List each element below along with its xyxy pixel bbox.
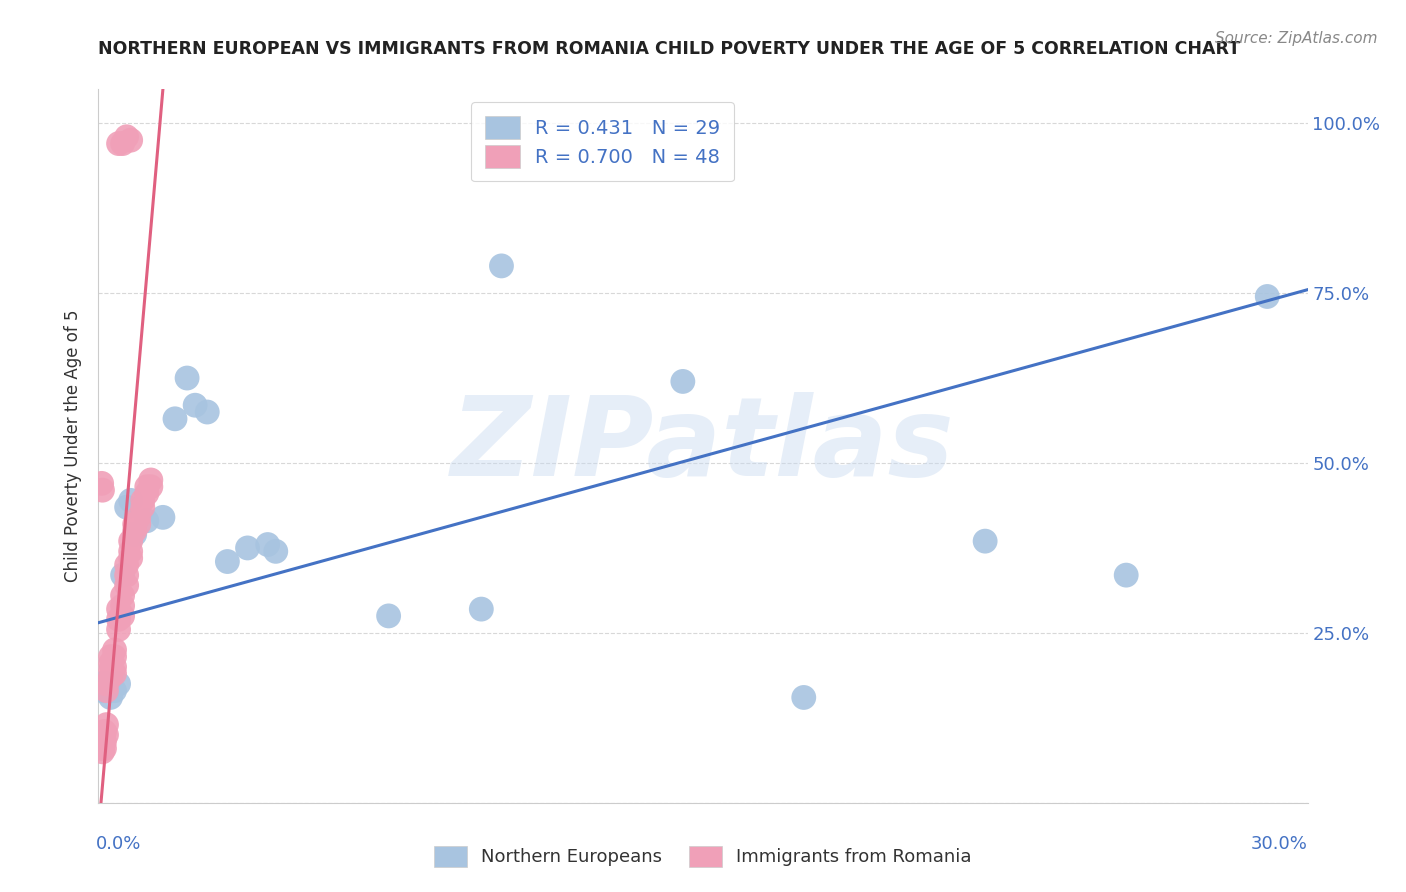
Point [103, 643, 125, 657]
Point [184, 398, 207, 412]
Point [107, 136, 129, 151]
Point [91, 728, 114, 742]
Point [91, 738, 114, 752]
Point [91, 683, 114, 698]
Point [111, 599, 134, 613]
Legend: R = 0.431   N = 29, R = 0.700   N = 48: R = 0.431 N = 29, R = 0.700 N = 48 [471, 103, 734, 181]
Point [107, 677, 129, 691]
Legend: Northern Europeans, Immigrants from Romania: Northern Europeans, Immigrants from Roma… [427, 838, 979, 874]
Point [91, 677, 114, 691]
Text: ZIPatlas: ZIPatlas [451, 392, 955, 500]
Point [115, 129, 138, 144]
Point [135, 480, 157, 494]
Point [120, 493, 142, 508]
Y-axis label: Child Poverty Under the Age of 5: Child Poverty Under the Age of 5 [65, 310, 83, 582]
Point [100, 670, 122, 684]
Point [103, 649, 125, 664]
Point [103, 666, 125, 681]
Point [974, 534, 997, 549]
Point [124, 517, 146, 532]
Point [124, 524, 146, 538]
Point [96, 677, 118, 691]
Point [103, 683, 125, 698]
Point [100, 657, 122, 671]
Point [120, 133, 142, 147]
Point [152, 510, 174, 524]
Point [103, 660, 125, 674]
Point [91, 483, 114, 498]
Point [793, 690, 815, 705]
Point [91, 741, 114, 756]
Point [91, 745, 114, 759]
Point [115, 578, 138, 592]
Point [135, 486, 157, 500]
Text: Source: ZipAtlas.com: Source: ZipAtlas.com [1215, 31, 1378, 46]
Point [256, 537, 278, 551]
Point [139, 473, 162, 487]
Text: 30.0%: 30.0% [1251, 835, 1308, 853]
Point [100, 690, 122, 705]
Text: 0.0%: 0.0% [96, 835, 142, 853]
Point [132, 500, 155, 515]
Point [115, 558, 138, 572]
Point [90, 476, 112, 491]
Point [124, 527, 146, 541]
Point [1115, 568, 1137, 582]
Point [135, 514, 157, 528]
Point [111, 568, 134, 582]
Point [107, 602, 129, 616]
Point [100, 649, 122, 664]
Point [107, 612, 129, 626]
Point [195, 405, 218, 419]
Point [111, 589, 134, 603]
Point [1256, 289, 1278, 303]
Point [128, 517, 150, 532]
Point [377, 608, 399, 623]
Point [111, 136, 134, 151]
Point [120, 534, 142, 549]
Point [163, 412, 186, 426]
Point [100, 683, 122, 698]
Text: NORTHERN EUROPEAN VS IMMIGRANTS FROM ROMANIA CHILD POVERTY UNDER THE AGE OF 5 CO: NORTHERN EUROPEAN VS IMMIGRANTS FROM ROM… [98, 40, 1240, 58]
Point [128, 510, 150, 524]
Point [470, 602, 492, 616]
Point [91, 731, 114, 746]
Point [264, 544, 287, 558]
Point [111, 608, 134, 623]
Point [96, 717, 118, 731]
Point [115, 500, 138, 515]
Point [91, 734, 114, 748]
Point [176, 371, 198, 385]
Point [96, 677, 118, 691]
Point [139, 480, 162, 494]
Point [115, 568, 138, 582]
Point [96, 728, 118, 742]
Point [93, 734, 115, 748]
Point [120, 544, 142, 558]
Point [120, 551, 142, 566]
Point [672, 375, 695, 389]
Point [236, 541, 259, 555]
Point [96, 683, 118, 698]
Point [491, 259, 513, 273]
Point [93, 724, 115, 739]
Point [217, 555, 239, 569]
Point [107, 623, 129, 637]
Point [93, 741, 115, 756]
Point [132, 493, 155, 508]
Point [100, 663, 122, 677]
